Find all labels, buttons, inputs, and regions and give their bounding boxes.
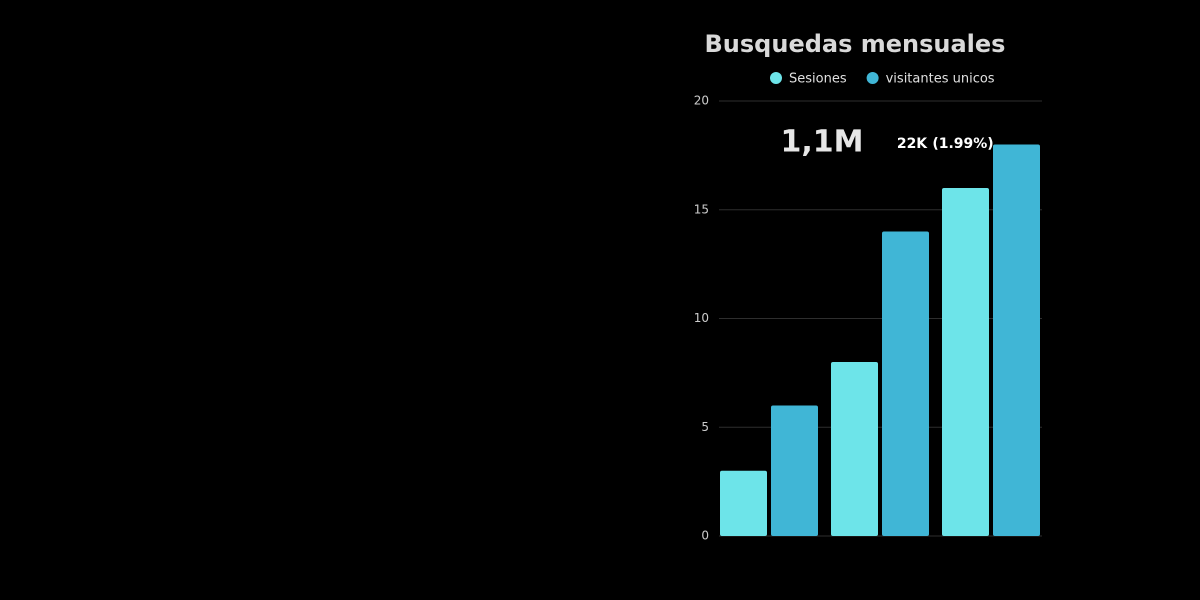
chart-title: Busquedas mensuales	[705, 30, 1006, 58]
annotation: (1.99%)	[932, 136, 993, 152]
bar	[720, 470, 767, 536]
bar	[993, 144, 1040, 536]
annotation: 1,1M	[781, 125, 864, 160]
legend-label: Sesiones	[789, 72, 847, 87]
y-tick-label: 5	[701, 420, 709, 434]
bar	[831, 362, 878, 536]
y-tick-label: 0	[701, 529, 709, 543]
y-tick-label: 20	[694, 94, 709, 108]
y-tick-label: 15	[694, 202, 709, 216]
legend-label: visitantes unicos	[886, 72, 995, 87]
annotation: 22K	[897, 136, 928, 152]
bar	[882, 231, 929, 536]
legend-marker	[770, 72, 782, 84]
bar	[771, 405, 818, 536]
legend-marker	[866, 72, 879, 84]
y-tick-label: 10	[694, 311, 709, 325]
bar	[942, 188, 989, 536]
